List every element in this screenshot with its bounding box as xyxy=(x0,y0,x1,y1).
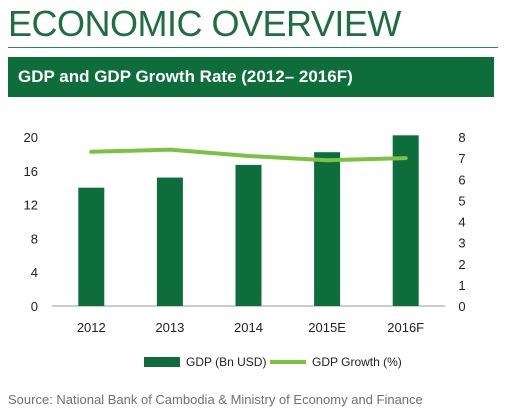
right-tick-label: 5 xyxy=(458,193,465,208)
x-axis-ticks: 2012 2013 2014 2015E 2016F xyxy=(77,320,424,335)
x-tick-label: 2013 xyxy=(155,320,184,335)
legend-gdp-swatch xyxy=(144,357,180,367)
left-tick-label: 12 xyxy=(24,198,38,213)
left-tick-label: 20 xyxy=(24,130,38,145)
gdp-bars xyxy=(78,135,419,306)
gdp-bar xyxy=(156,177,183,306)
x-tick-label: 2016F xyxy=(387,320,424,335)
gdp-bar xyxy=(235,164,262,306)
right-tick-label: 0 xyxy=(458,299,465,314)
left-tick-label: 0 xyxy=(31,299,38,314)
left-tick-label: 16 xyxy=(24,164,38,179)
chart-banner: GDP and GDP Growth Rate (2012– 2016F) xyxy=(8,57,494,97)
right-tick-label: 8 xyxy=(458,130,465,145)
gdp-bar xyxy=(314,152,341,306)
right-tick-label: 4 xyxy=(458,215,465,230)
right-tick-label: 6 xyxy=(458,172,465,187)
right-tick-label: 2 xyxy=(458,257,465,272)
right-tick-label: 7 xyxy=(458,151,465,166)
gdp-bar xyxy=(78,187,105,306)
legend: GDP (Bn USD) GDP Growth (%) xyxy=(144,355,402,369)
x-tick-label: 2015E xyxy=(308,320,346,335)
title-divider xyxy=(8,47,498,48)
gdp-bar xyxy=(392,135,419,306)
gdp-growth-line xyxy=(89,147,408,163)
right-axis-ticks: 0 1 2 3 4 5 6 7 8 xyxy=(458,130,465,314)
right-tick-label: 1 xyxy=(458,278,465,293)
source-note: Source: National Bank of Cambodia & Mini… xyxy=(8,392,423,407)
left-tick-label: 4 xyxy=(31,265,38,280)
left-axis-ticks: 0 4 8 12 16 20 xyxy=(24,130,38,314)
page-title: ECONOMIC OVERVIEW xyxy=(8,3,401,44)
right-tick-label: 3 xyxy=(458,236,465,251)
legend-gdp-label: GDP (Bn USD) xyxy=(186,355,266,369)
x-tick-label: 2012 xyxy=(77,320,106,335)
left-tick-label: 8 xyxy=(31,231,38,246)
legend-growth-label: GDP Growth (%) xyxy=(312,355,402,369)
x-tick-label: 2014 xyxy=(234,320,263,335)
